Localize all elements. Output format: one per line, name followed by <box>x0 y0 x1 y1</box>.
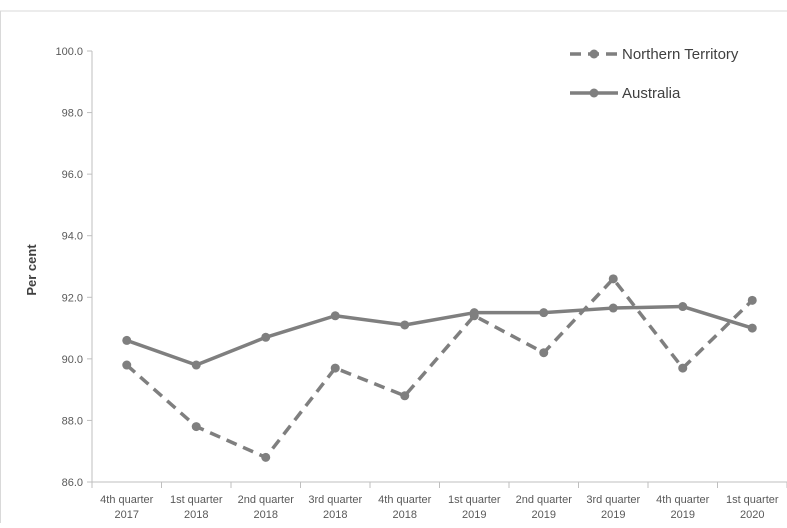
y-tick-label: 90.0 <box>62 354 83 366</box>
x-tick-label: 2nd quarter 2018 <box>238 494 295 521</box>
data-point-australia <box>747 323 757 333</box>
y-tick-label: 88.0 <box>62 415 83 427</box>
legend-label-northern-territory: Northern Territory <box>622 46 739 63</box>
y-tick-label: 94.0 <box>62 231 83 243</box>
data-point-northern-territory <box>330 363 340 373</box>
data-point-northern-territory <box>608 274 618 284</box>
y-tick-label: 96.0 <box>62 169 83 181</box>
x-tick-label: 3rd quarter 2019 <box>586 494 640 521</box>
data-point-northern-territory <box>400 391 410 401</box>
legend-label-australia: Australia <box>622 85 681 102</box>
data-point-australia <box>330 311 340 321</box>
x-tick-label: 1st quarter 2020 <box>726 494 779 521</box>
x-tick-label: 4th quarter 2018 <box>378 494 432 521</box>
x-tick-label: 2nd quarter 2019 <box>516 494 573 521</box>
legend-marker-northern-territory <box>589 49 599 59</box>
data-point-australia <box>539 308 549 318</box>
data-point-northern-territory <box>747 295 757 305</box>
y-tick-label: 100.0 <box>55 46 83 58</box>
y-axis-label: Per cent <box>24 244 39 296</box>
data-point-northern-territory <box>539 348 549 358</box>
y-tick-label: 98.0 <box>62 108 83 120</box>
y-tick-label: 92.0 <box>62 292 83 304</box>
series-line-australia <box>126 304 753 367</box>
x-tick-label: 1st quarter 2019 <box>448 494 501 521</box>
data-point-australia <box>400 320 410 330</box>
data-point-australia <box>122 335 132 345</box>
x-tick-label: 4th quarter 2017 <box>100 494 154 521</box>
data-point-australia <box>678 302 688 312</box>
data-point-northern-territory <box>261 452 271 462</box>
data-point-australia <box>469 308 479 318</box>
series-line-northern-territory <box>125 277 754 460</box>
x-tick-label: 4th quarter 2019 <box>656 494 710 521</box>
data-point-northern-territory <box>191 422 201 432</box>
x-tick-label: 3rd quarter 2018 <box>308 494 362 521</box>
data-point-northern-territory <box>122 360 132 370</box>
x-tick-label: 1st quarter 2018 <box>170 494 223 521</box>
data-point-australia <box>191 360 201 370</box>
data-point-australia <box>261 332 271 342</box>
legend-marker-australia <box>589 88 599 98</box>
data-point-northern-territory <box>678 363 688 373</box>
data-point-australia <box>608 303 618 313</box>
y-tick-label: 86.0 <box>62 477 83 489</box>
